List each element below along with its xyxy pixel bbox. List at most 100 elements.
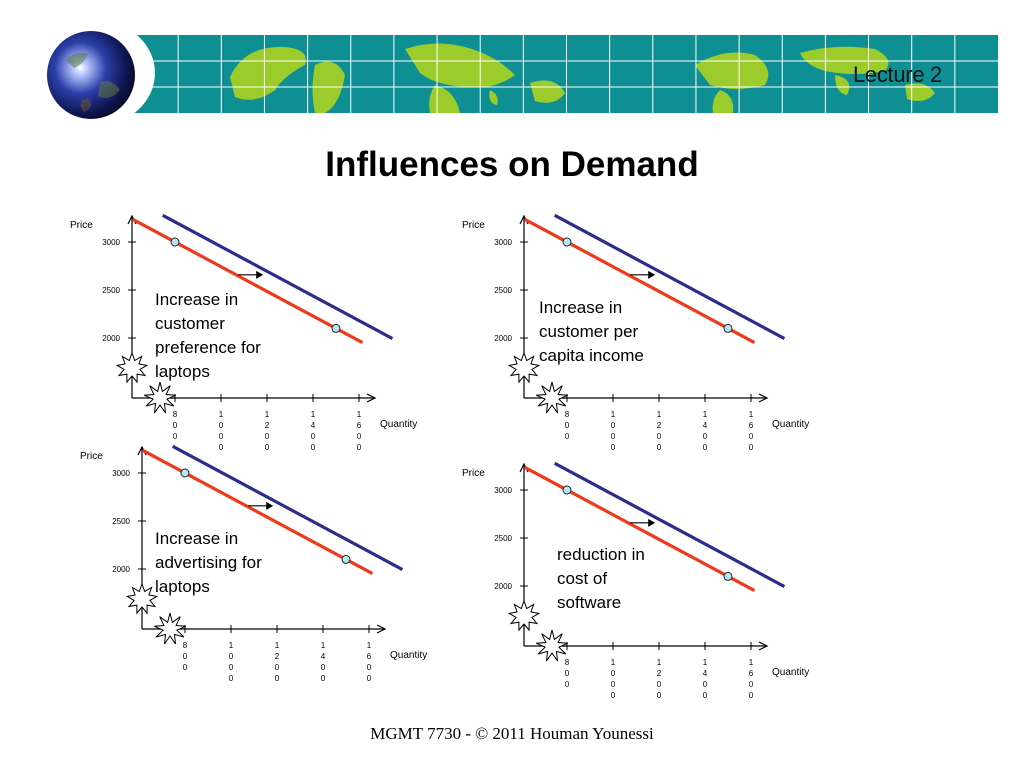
x-tick-digit: 0 — [229, 652, 234, 661]
y-tick-label-2000: 2000 — [494, 334, 512, 343]
y-tick-label-2000: 2000 — [494, 582, 512, 591]
x-tick-digit: 2 — [275, 652, 280, 661]
annotation-income: Increase in customer per capita income — [539, 298, 644, 365]
x-tick-digit: 0 — [657, 680, 662, 689]
x-tick-digit: 1 — [657, 410, 662, 419]
x-tick-label-1200: 1 2 0 0 — [657, 410, 662, 452]
x-tick-label-800: 8 0 0 — [183, 641, 188, 672]
y-axis-break-icon — [507, 599, 541, 632]
x-tick-digit: 1 — [357, 410, 362, 419]
x-tick-digit: 0 — [703, 443, 708, 452]
x-tick-digit: 0 — [565, 432, 570, 441]
x-tick-digit: 0 — [611, 432, 616, 441]
x-tick-digit: 0 — [749, 443, 754, 452]
x-tick-digit: 0 — [657, 432, 662, 441]
x-axis-title: Quantity — [390, 650, 427, 661]
point-2100 — [331, 323, 341, 333]
x-tick-digit: 0 — [357, 432, 362, 441]
y-tick-label-2500: 2500 — [494, 534, 512, 543]
x-tick-digit: 0 — [611, 669, 616, 678]
y-tick-label-3000: 3000 — [494, 238, 512, 247]
x-tick-digit: 4 — [321, 652, 326, 661]
x-tick-label-800: 8 0 0 — [173, 410, 178, 441]
demand-chart-income: Price Quantity 3000 2500 2000 8 0 0 1 0 0 0 1 2 0 0 1 4 0 0… — [462, 213, 809, 452]
x-axis-break-icon — [535, 381, 569, 414]
x-tick-digit: 0 — [265, 432, 270, 441]
x-tick-label-1400: 1 4 0 0 — [321, 641, 326, 683]
x-tick-digit: 0 — [749, 680, 754, 689]
x-tick-label-1000: 1 0 0 0 — [611, 658, 616, 700]
x-tick-digit: 0 — [749, 432, 754, 441]
x-tick-digit: 0 — [321, 674, 326, 683]
y-tick-label-2500: 2500 — [112, 517, 130, 526]
y-axis-title: Price — [462, 220, 485, 231]
x-tick-digit: 0 — [183, 652, 188, 661]
x-tick-digit: 8 — [565, 410, 570, 419]
x-tick-label-1000: 1 0 0 0 — [229, 641, 234, 683]
x-tick-digit: 2 — [657, 669, 662, 678]
y-tick-label-2000: 2000 — [102, 334, 120, 343]
chart-panel-software: Price Quantity 3000 2500 2000 8 0 0 1 0 0 0 1 2 0 0 1 4 0 0… — [452, 460, 832, 705]
x-tick-digit: 1 — [219, 410, 224, 419]
x-axis-arrow — [376, 624, 387, 634]
x-tick-label-1400: 1 4 0 0 — [703, 658, 708, 700]
x-tick-digit: 0 — [657, 691, 662, 700]
x-tick-digit: 0 — [183, 663, 188, 672]
y-tick-label-3000: 3000 — [494, 486, 512, 495]
x-tick-digit: 0 — [275, 674, 280, 683]
land-shape-2 — [405, 43, 515, 88]
x-tick-digit: 0 — [357, 443, 362, 452]
x-tick-digit: 0 — [611, 421, 616, 430]
x-tick-label-800: 8 0 0 — [565, 658, 570, 689]
x-tick-digit: 0 — [173, 432, 178, 441]
shift-arrow-head — [648, 270, 656, 279]
x-axis-title: Quantity — [772, 419, 809, 430]
x-axis-break-icon — [535, 629, 569, 662]
x-tick-digit: 6 — [749, 669, 754, 678]
annotation-software: reduction in cost of software — [557, 545, 645, 612]
x-tick-digit: 0 — [219, 432, 224, 441]
demand-curve-shifted — [553, 461, 786, 588]
x-tick-label-1200: 1 2 0 0 — [657, 658, 662, 700]
x-tick-digit: 1 — [749, 410, 754, 419]
x-tick-digit: 0 — [311, 443, 316, 452]
x-tick-digit: 1 — [611, 658, 616, 667]
y-axis-title: Price — [462, 468, 485, 479]
y-tick-label-2000: 2000 — [112, 565, 130, 574]
footer-copyright: MGMT 7730 - © 2011 Houman Younessi — [370, 724, 654, 743]
point-3000 — [562, 485, 572, 495]
x-tick-digit: 6 — [367, 652, 372, 661]
point-2100 — [723, 323, 733, 333]
y-tick-label-3000: 3000 — [102, 238, 120, 247]
shift-arrow-head — [648, 518, 656, 527]
x-tick-digit: 0 — [703, 680, 708, 689]
demand-curve-shifted — [171, 444, 404, 571]
x-tick-digit: 0 — [219, 443, 224, 452]
x-tick-digit: 0 — [367, 663, 372, 672]
chart-panel-preference: Price Quantity 3000 2500 2000 8 0 0 1 0 0 0 1 2 0 0 1 4 0 0… — [60, 212, 440, 457]
x-tick-digit: 1 — [657, 658, 662, 667]
x-tick-digit: 8 — [183, 641, 188, 650]
land-shape-5 — [530, 80, 565, 103]
land-shape-10 — [905, 83, 935, 101]
globe-icon — [41, 21, 155, 125]
shift-arrow-head — [256, 270, 264, 279]
land-shape-6 — [695, 52, 769, 89]
y-axis-break-icon — [115, 351, 149, 384]
x-tick-digit: 0 — [229, 663, 234, 672]
x-tick-digit: 1 — [749, 658, 754, 667]
point-2100 — [723, 571, 733, 581]
x-tick-digit: 1 — [321, 641, 326, 650]
demand-curve-shifted — [161, 213, 394, 340]
x-tick-digit: 0 — [611, 443, 616, 452]
x-tick-digit: 0 — [229, 674, 234, 683]
land-shape-8 — [800, 46, 889, 74]
x-tick-digit: 4 — [311, 421, 316, 430]
x-tick-digit: 0 — [611, 680, 616, 689]
land-shape-3 — [429, 85, 460, 113]
x-tick-digit: 0 — [565, 669, 570, 678]
x-tick-digit: 0 — [565, 680, 570, 689]
annotation-advertising: Increase in advertising for laptops — [155, 529, 262, 596]
x-axis-break-icon — [143, 381, 177, 414]
